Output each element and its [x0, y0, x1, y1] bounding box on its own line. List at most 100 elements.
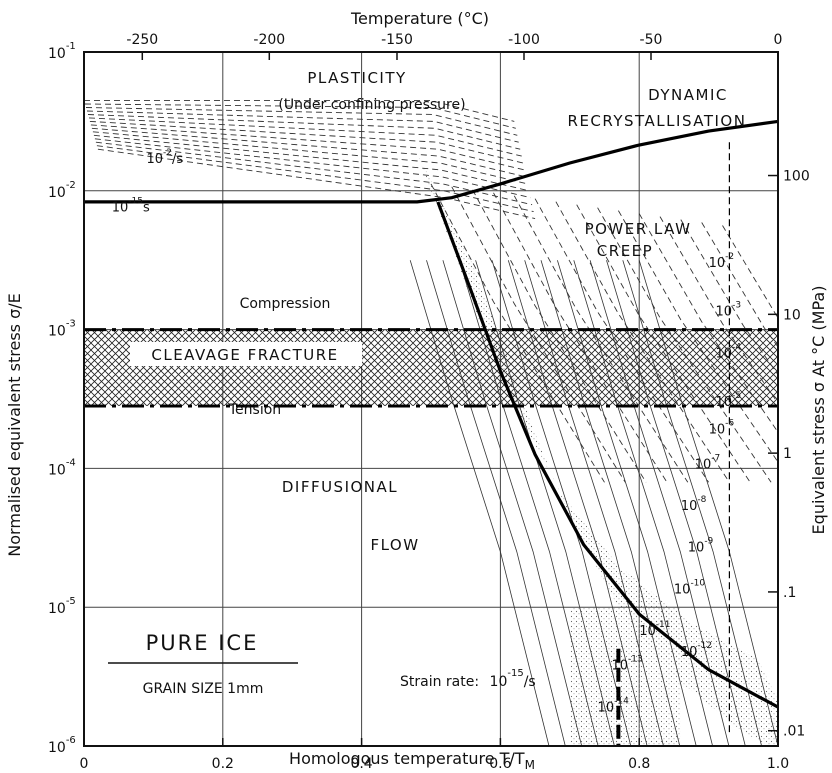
strain-rate-contour [85, 107, 518, 136]
right-tick-label: 10 [783, 307, 801, 323]
power-law-contour [722, 225, 778, 319]
top-tick-label: -200 [253, 32, 285, 48]
power-law-contour [451, 186, 626, 483]
right-tick-label: .1 [783, 585, 796, 601]
power-law-contour [597, 207, 772, 483]
label-compression: Compression [240, 296, 331, 312]
y-tick-label: 10-5 [48, 596, 76, 617]
contour-label: 10-6 [709, 419, 735, 438]
right-tick-label: .01 [783, 724, 805, 740]
strain-rate-contour [86, 110, 519, 143]
axis-ticks: 0 0.2 0.4 0.6 0.8 1.0 10-1 10-2 10-3 10-4 10-5 10-6… [48, 32, 810, 772]
x-tick-label: 1.0 [767, 756, 789, 772]
label-flow: FLOW [370, 536, 419, 554]
strain-rate-annotation: Strain rate: 10-15/s [400, 668, 536, 690]
power-law-contour [472, 189, 647, 483]
right-axis-title: Equivalent stress σ At °C (MPa) [809, 286, 828, 535]
contour-label: 10-14 [598, 696, 630, 715]
strain-rate-contour [87, 114, 521, 150]
chart-subtitle: GRAIN SIZE 1mm [143, 681, 264, 697]
x-axis-title: Homologous temperature T/TM [289, 749, 535, 772]
x-axis-title-main: Homologous temperature T/T [289, 749, 525, 768]
contour-label: 10-9 [688, 537, 714, 556]
strain-rate-contour [84, 100, 515, 122]
diffusion-contour [622, 260, 762, 746]
plot-frame [83, 51, 779, 747]
power-law-contour [659, 216, 778, 404]
top-tick-label: 0 [774, 32, 783, 48]
cleavage-band [84, 329, 778, 406]
strain-rate-exp: -15 [507, 668, 523, 679]
top-tick-label: -150 [381, 32, 413, 48]
strain-rate-contour [88, 117, 522, 157]
y-tick-label: 10-2 [48, 180, 76, 201]
top-tick-label: -50 [640, 32, 663, 48]
label-plasticity: PLASTICITY [307, 69, 406, 87]
x-axis-title-sub: M [525, 758, 535, 772]
strain-rate-contour [89, 120, 524, 164]
y-tick-label: 10-4 [48, 457, 76, 478]
y-axis-title: Normalised equivalent stress σ/E [5, 293, 24, 556]
strain-rate-contour [84, 103, 516, 129]
power-law-contour [493, 192, 668, 483]
top-tick-label: -250 [126, 32, 158, 48]
contour-label: 10-5 [716, 391, 742, 410]
contour-label: 10-15s [112, 197, 150, 216]
diffusion-contour [442, 260, 583, 746]
contour-label: 10-3 [716, 301, 742, 320]
x-tick-label: 0 [80, 756, 89, 772]
contour-label: 10-7 [695, 453, 721, 472]
right-tick-label: 100 [783, 169, 810, 185]
diffusion-contour [475, 260, 615, 746]
top-tick-label: -100 [508, 32, 540, 48]
y-tick-label: 10-3 [48, 319, 76, 340]
top-axis-title: Temperature (°C) [350, 9, 489, 28]
x-tick-label: 0.8 [628, 756, 650, 772]
power-law-contour [430, 183, 605, 483]
contour-label: 10-10 [674, 578, 706, 597]
label-dynamic: DYNAMIC [648, 86, 728, 104]
x-tick-label: 0.4 [350, 756, 372, 772]
label-diffusional: DIFFUSIONAL [282, 478, 398, 496]
strain-rate-contour [96, 145, 534, 213]
contour-label: 10-13 [611, 655, 642, 674]
power-law-contour [680, 219, 778, 376]
strain-rate-label: Strain rate: [400, 674, 479, 690]
contour-label: 10-2/s [146, 148, 183, 167]
strain-rate-unit: /s [524, 674, 536, 690]
x-tick-label: 0.2 [212, 756, 234, 772]
contour-label: 10-12 [681, 641, 712, 660]
transition-shade-low [569, 607, 681, 746]
x-tick-label: 0.6 [489, 756, 511, 772]
power-law-contour [534, 198, 709, 483]
y-tick-label: 10-1 [48, 41, 76, 62]
plasticity-boundary [84, 119, 778, 204]
strain-rate-base: 10 [490, 674, 508, 690]
power-law-contour [576, 204, 751, 483]
chart-title: PURE ICE [146, 631, 259, 655]
power-law-contour [618, 210, 778, 463]
power-law-diffusion-boundary [436, 201, 778, 709]
y-tick-label: 10-6 [48, 735, 76, 756]
power-law-contour [555, 201, 730, 483]
power-law-contour [701, 222, 778, 348]
diffusion-contour [589, 260, 730, 746]
cleavage-label-bg [130, 342, 362, 366]
power-law-contour [513, 195, 689, 483]
contour-label: 10-4 [716, 342, 742, 361]
strain-rate-contour [95, 141, 533, 206]
contour-label: 10-8 [681, 495, 707, 514]
contour-labels: 10-2/s 10-15s 10-2 10-3 10-4 10-5 10-6 10-7 10-8… [112, 148, 742, 715]
contour-label: 10-11 [639, 620, 670, 639]
label-recrystallisation: RECRYSTALLISATION [568, 112, 747, 130]
strain-rate-contour [97, 148, 536, 220]
diffusion-contour [507, 260, 648, 746]
contour-label: 10-2 [709, 252, 735, 271]
right-tick-label: 1 [783, 446, 792, 462]
label-tension: Tension [228, 402, 281, 418]
power-law-contour [638, 213, 778, 433]
label-power-law: POWER LAW [585, 220, 692, 238]
label-creep: CREEP [597, 242, 653, 260]
boundaries [84, 119, 778, 746]
